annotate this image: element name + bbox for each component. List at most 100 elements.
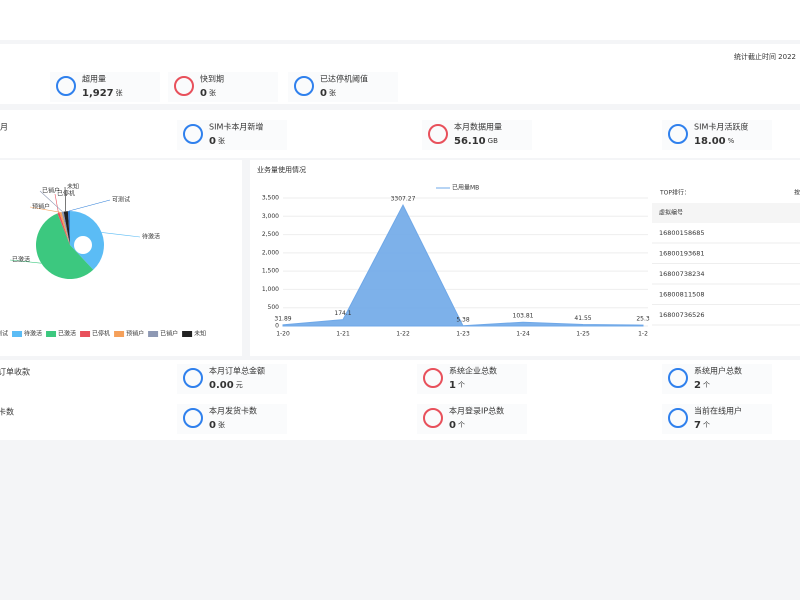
panel xyxy=(0,160,242,356)
table-header: 虚拟编号 xyxy=(659,209,683,217)
card-label: SIM卡本月新增 xyxy=(209,122,263,132)
leader-line xyxy=(68,199,111,212)
top-link: 按 xyxy=(794,189,800,197)
x-tick-label: 1-23 xyxy=(456,331,470,338)
x-tick-label: 1-21 xyxy=(336,331,350,338)
legend-swatch xyxy=(114,331,125,337)
legend-label: 未知 xyxy=(194,330,206,338)
card-icon xyxy=(423,368,443,388)
card-unit: 张 xyxy=(116,88,123,97)
data-label: 31.89 xyxy=(274,315,291,322)
pie-slice xyxy=(36,213,94,279)
card-unit: 个 xyxy=(703,421,710,429)
top-bar xyxy=(0,0,800,40)
legend-label: 已销户 xyxy=(160,330,178,338)
data-label: 174.1 xyxy=(334,310,351,317)
pie-label: 待激活 xyxy=(142,233,160,241)
leader-line xyxy=(64,186,67,212)
card-value: 0 xyxy=(209,136,216,147)
card-label: 系统企业总数 xyxy=(449,366,497,376)
card-unit: 个 xyxy=(458,421,465,429)
data-label: 41.55 xyxy=(574,315,591,322)
legend-label: 待激活 xyxy=(24,330,42,338)
card-unit: 元 xyxy=(236,381,243,389)
card-icon xyxy=(668,368,688,388)
x-tick-label: 1-24 xyxy=(516,331,530,338)
card-icon xyxy=(183,124,203,144)
card-icon xyxy=(423,408,443,428)
legend-swatch xyxy=(46,331,57,337)
card-icon xyxy=(428,124,448,144)
card-label: 超用量 xyxy=(82,74,106,84)
card-label: 已达停机阈值 xyxy=(320,74,368,84)
card-label: 快到期 xyxy=(200,74,224,84)
top-item: 16800738234 xyxy=(659,270,705,278)
card-value: 0 xyxy=(449,420,456,431)
legend-label: 已激活 xyxy=(58,330,76,338)
card-icon xyxy=(183,368,203,388)
card-label: 本月登录IP总数 xyxy=(449,406,504,416)
pie-slice xyxy=(59,212,70,245)
card-value: 0.00 xyxy=(209,380,234,391)
card-value: 0 xyxy=(209,420,216,431)
card-label: 本月发货卡数 xyxy=(209,406,257,416)
data-label: 5.38 xyxy=(456,316,470,323)
top-item: 16800158685 xyxy=(659,229,705,237)
leader-line xyxy=(29,206,61,213)
y-tick-label: 500 xyxy=(268,304,280,311)
card-unit: 张 xyxy=(329,88,336,97)
card-unit: 个 xyxy=(458,381,465,389)
card-icon xyxy=(294,76,314,96)
leader-line xyxy=(54,193,59,214)
card-value: 0 xyxy=(320,88,327,99)
y-tick-label: 3,500 xyxy=(262,195,279,202)
top-item: 16800811508 xyxy=(659,291,705,299)
pie-label: 已停机 xyxy=(57,190,75,198)
legend-label: 已停机 xyxy=(92,330,110,338)
leader-line xyxy=(39,190,63,213)
pie-label: 可测试 xyxy=(112,196,130,204)
data-label: 3307.27 xyxy=(391,196,416,203)
card-value: 7 xyxy=(694,420,701,431)
y-tick-label: 0 xyxy=(275,323,279,330)
legend-swatch xyxy=(148,331,159,337)
data-label: 103.81 xyxy=(513,313,534,320)
data-label: 25.3 xyxy=(636,316,650,323)
pie-slice xyxy=(61,211,70,245)
card-unit: 个 xyxy=(703,381,710,389)
card-icon xyxy=(56,76,76,96)
panel xyxy=(250,160,800,356)
pie-hole xyxy=(74,236,92,254)
card-value: 0 xyxy=(200,88,207,99)
card-label: 订单收款 xyxy=(0,367,30,377)
card-icon xyxy=(668,124,688,144)
pie-label: 已激活 xyxy=(12,256,30,264)
table-header-bg xyxy=(652,203,800,223)
card-label: SIM卡月活跃度 xyxy=(694,122,748,132)
card-value: 18.00 xyxy=(694,136,726,147)
card-label: 月 xyxy=(0,123,8,132)
card-value: 56.10 xyxy=(454,136,486,147)
legend-swatch xyxy=(80,331,91,337)
legend-swatch xyxy=(12,331,23,337)
card-value: 1,927 xyxy=(82,88,114,99)
legend-swatch xyxy=(182,331,193,337)
chart-title: 业务量使用情况 xyxy=(257,165,306,174)
card-label: 系统用户总数 xyxy=(694,366,742,376)
x-tick-label: 1-22 xyxy=(396,331,410,338)
x-tick-label: 1-25 xyxy=(576,331,590,338)
pie-label: 已销户 xyxy=(42,187,60,195)
leader-line xyxy=(9,259,42,264)
card-unit: GB xyxy=(488,137,498,145)
top-item: 16800736526 xyxy=(659,311,705,319)
card-unit: 张 xyxy=(218,136,225,145)
card-label: 卡数 xyxy=(0,407,14,417)
card-label: 本月订单总金额 xyxy=(209,366,265,376)
y-tick-label: 3,000 xyxy=(262,213,279,220)
card-icon xyxy=(668,408,688,428)
card-value: 2 xyxy=(694,380,701,391)
legend-label: 可测试 xyxy=(0,330,8,338)
y-tick-label: 2,000 xyxy=(262,249,279,256)
card-label: 当前在线用户 xyxy=(694,406,742,416)
pie-label: 预销户 xyxy=(32,203,50,211)
